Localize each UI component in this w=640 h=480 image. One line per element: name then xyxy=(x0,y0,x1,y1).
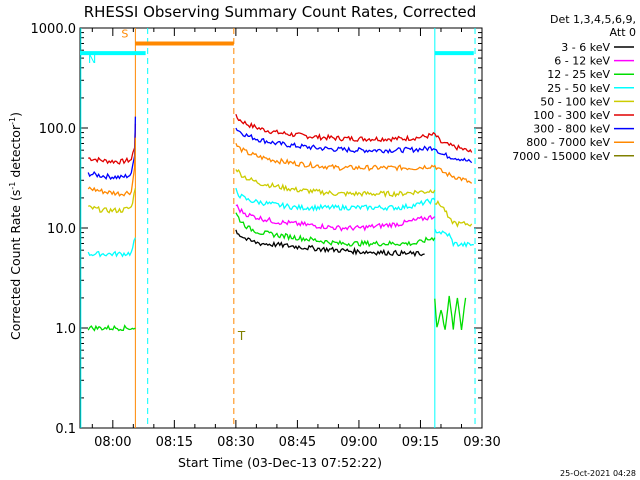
series-line-6-12keV xyxy=(235,204,436,232)
y-tick-label: 1000.0 xyxy=(31,22,77,37)
series-line-300-800keV xyxy=(235,127,473,164)
y-axis-label-exp1: -1 xyxy=(8,182,17,190)
legend-entry-label: 7000 - 15000 keV xyxy=(512,150,610,163)
series-line-800-7000keV xyxy=(87,137,137,197)
chart-title: RHESSI Observing Summary Count Rates, Co… xyxy=(84,3,477,21)
legend-entry-label: 50 - 100 keV xyxy=(540,95,610,108)
legend-entry-label: 12 - 25 keV xyxy=(547,68,610,81)
series-line-25-50keV xyxy=(235,187,436,212)
x-tick-label: 08:30 xyxy=(217,435,254,450)
x-tick-label: 09:15 xyxy=(402,435,439,450)
series-line-50-100keV xyxy=(235,168,436,199)
series-line-100-300keV xyxy=(235,113,473,153)
series-line-12-25keV xyxy=(235,212,436,248)
y-axis-label: Corrected Count Rate (s-1 detector-1) xyxy=(8,112,23,340)
legend-header-att: Att 0 xyxy=(610,26,636,39)
y-tick-label: 0.1 xyxy=(55,422,76,437)
series-line-50-100keV xyxy=(87,188,137,214)
plot-area: 1000.0 100.0 10.0 1.0 0.1 08:00 08:15 08:30 08:4… xyxy=(31,22,501,450)
series-line-12-25keV xyxy=(87,324,136,332)
legend-entry-label: 3 - 6 keV xyxy=(561,41,610,54)
svg-text:Corrected Count Rate (s-1 dete: Corrected Count Rate (s-1 detector-1) xyxy=(8,112,23,340)
y-axis-label-end: ) xyxy=(8,112,23,117)
x-tick-label: 09:00 xyxy=(340,435,377,450)
legend-entry-label: 800 - 7000 keV xyxy=(526,136,610,149)
x-tick-label: 08:45 xyxy=(279,435,316,450)
y-axis-label-mid: detector xyxy=(8,124,23,182)
x-tick-label: 08:00 xyxy=(94,435,131,450)
series-line-300-800keV xyxy=(87,116,137,181)
x-tick-label: 09:30 xyxy=(463,435,500,450)
series-line-3-6keV xyxy=(235,229,425,258)
y-axis-label-main: Corrected Count Rate (s xyxy=(8,190,23,340)
attenuator-marker: T xyxy=(237,329,246,343)
x-tick-label: 08:15 xyxy=(156,435,193,450)
x-axis-label: Start Time (03-Dec-13 07:52:22) xyxy=(178,455,382,470)
legend-entry-label: 6 - 12 keV xyxy=(554,55,610,68)
y-tick-label: 100.0 xyxy=(39,122,76,137)
series-line-25-50keV xyxy=(87,237,136,258)
plot-frame xyxy=(79,27,483,429)
legend-entry-label: 300 - 800 keV xyxy=(533,123,610,136)
legend-entry-label: 100 - 300 keV xyxy=(533,109,610,122)
legend-entry-label: 25 - 50 keV xyxy=(547,82,610,95)
y-axis-label-exp2: -1 xyxy=(8,117,17,125)
series-line-100-300keV xyxy=(88,123,137,165)
series-line-800-7000keV xyxy=(235,143,473,184)
footer-timestamp: 25-Oct-2021 04:28 xyxy=(560,469,636,478)
legend-header: Det 1,3,4,5,6,9, xyxy=(550,13,636,26)
series-line-50-100keV xyxy=(434,199,473,228)
y-tick-label: 1.0 xyxy=(55,322,76,337)
flag-label: S xyxy=(121,27,128,40)
flag-label: N xyxy=(88,53,96,66)
series-line-25-50keV xyxy=(434,228,474,249)
series-line-12-25keV xyxy=(434,295,467,330)
y-tick-label: 10.0 xyxy=(47,222,76,237)
